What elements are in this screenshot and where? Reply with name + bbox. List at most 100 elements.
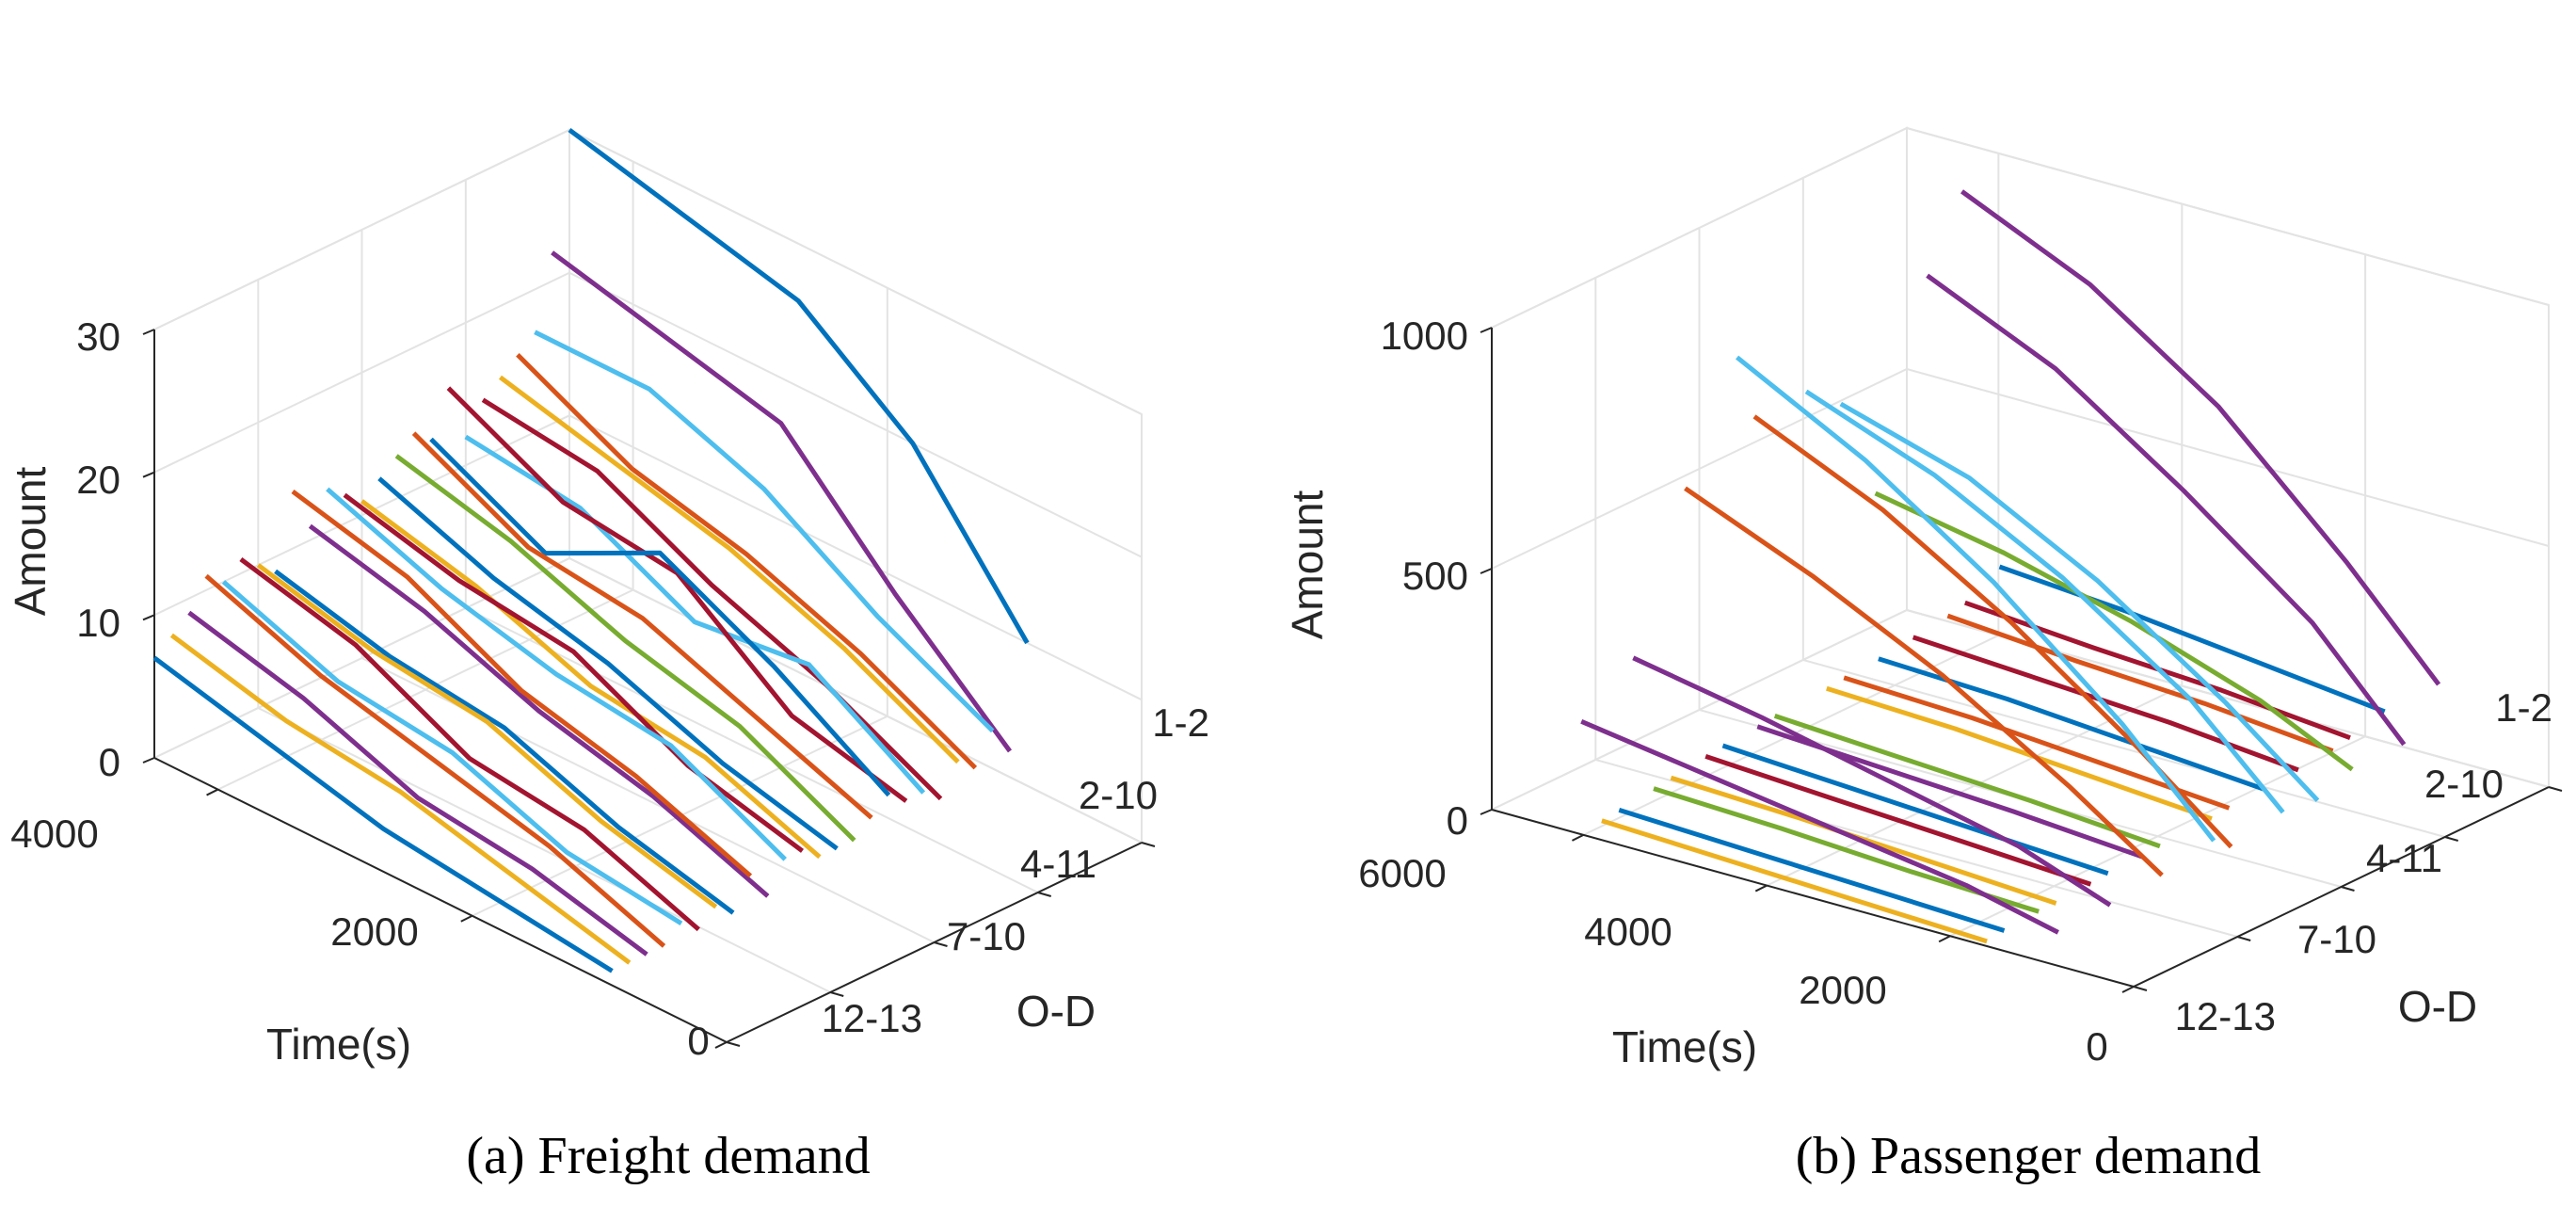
- freight-od-tick-label-3: 7-10: [947, 914, 1026, 958]
- passenger-time-grid-3: [2133, 305, 2550, 988]
- passenger-series-line-17: [1684, 486, 2164, 877]
- passenger-amount-tick-label-0: 0: [1447, 798, 1468, 843]
- passenger-axes: [1480, 327, 2563, 993]
- freight-time-axis: [153, 757, 728, 1043]
- passenger-od-tick-label-1: 2-10: [2424, 762, 2504, 806]
- passenger-od-grid-2: [1698, 228, 2342, 888]
- freight-od-tick-label-2: 4-11: [1020, 842, 1096, 886]
- passenger-series-line-7: [1912, 635, 2299, 773]
- passenger-od-tick-label-0: 1-2: [2495, 685, 2552, 730]
- freight-series-line-25: [152, 655, 614, 973]
- freight-od-tick-0: [1141, 842, 1156, 847]
- freight-time-tick-label-2: 0: [687, 1019, 709, 1063]
- freight-series-line-19: [256, 563, 718, 909]
- freight-series-line-14: [343, 492, 804, 853]
- passenger-od-axis-title: O-D: [2398, 982, 2477, 1031]
- freight-series-line-13: [360, 499, 822, 860]
- passenger-series-line-9: [1878, 656, 2264, 792]
- passenger-series-line-25: [1601, 818, 1988, 944]
- passenger-series-line-10: [1804, 389, 2285, 814]
- passenger-time-tick-0: [1571, 833, 1584, 842]
- passenger-caption: (b) Passenger demand: [1796, 1127, 2262, 1185]
- freight-amount-tick-label-3: 30: [76, 314, 120, 359]
- passenger-time-tick-2: [1938, 935, 1951, 943]
- passenger-series-line-14: [1736, 355, 2216, 843]
- freight-series-line-12: [377, 476, 839, 851]
- passenger-series: [1580, 189, 2441, 944]
- freight-panel: 0 10 20 30 4000 2000 0 1-2 2-10 4-11 7-10 12-13 Time…: [6, 127, 1209, 1185]
- passenger-series-line-1: [1960, 189, 2441, 686]
- freight-series-line-15: [326, 487, 787, 861]
- freight-od-tick-1: [1037, 892, 1052, 897]
- freight-amount-tick-2: [142, 471, 155, 478]
- passenger-amount-tick-label-1: 500: [1402, 554, 1468, 598]
- freight-od-tick-label-0: 1-2: [1152, 700, 1209, 745]
- passenger-time-axis: [1491, 809, 2135, 988]
- freight-amount-tick-3: [142, 329, 155, 335]
- passenger-od-tick-label-2: 4-11: [2366, 836, 2442, 880]
- freight-caption: (a) Freight demand: [466, 1127, 870, 1185]
- freight-labels: 0 10 20 30 4000 2000 0 1-2 2-10 4-11 7-10 12-13 Time…: [6, 314, 1209, 1069]
- passenger-series-line-19: [1704, 754, 2092, 887]
- freight-od-axis-title: O-D: [1016, 987, 1096, 1036]
- passenger-series-line-23: [1580, 718, 2059, 935]
- freight-series-line-24: [169, 633, 632, 965]
- freight-series-line-4: [516, 353, 978, 770]
- freight-time-axis-title: Time(s): [266, 1020, 411, 1069]
- passenger-od-tick-2: [2341, 886, 2355, 892]
- passenger-time-axis-title: Time(s): [1612, 1022, 1757, 1071]
- passenger-time-tick-label-3: 0: [2086, 1024, 2107, 1069]
- passenger-panel: 0 500 1000 6000 4000 2000 0 1-2 2-10 4-11 7-10 12-1…: [1283, 126, 2563, 1185]
- freight-series-line-3: [534, 330, 995, 733]
- passenger-time-tick-label-1: 4000: [1584, 909, 1672, 954]
- passenger-series-line-11: [1843, 675, 2231, 811]
- freight-amount-tick-1: [142, 614, 155, 621]
- passenger-od-tick-label-3: 7-10: [2297, 917, 2376, 961]
- passenger-od-grid-3: [1594, 278, 2238, 938]
- passenger-od-tick-label-4: 12-13: [2175, 994, 2276, 1038]
- freight-od-tick-label-4: 12-13: [822, 996, 922, 1040]
- freight-series-line-2: [551, 250, 1013, 753]
- passenger-od-tick-0: [2548, 786, 2563, 792]
- passenger-amount-grid-2: [1491, 126, 2550, 329]
- passenger-series-line-8: [1839, 401, 2320, 802]
- passenger-time-grid-2: [1949, 254, 2367, 938]
- freight-amount-grid-3: [153, 128, 1143, 415]
- freight-time-tick-label-1: 2000: [330, 909, 418, 954]
- freight-amount-tick-label-1: 10: [76, 601, 120, 645]
- freight-od-tick-label-1: 2-10: [1079, 773, 1158, 817]
- freight-amount-tick-label-2: 20: [76, 458, 120, 502]
- passenger-series-line-24: [1618, 808, 2006, 933]
- passenger-series-line-20: [1632, 655, 2112, 908]
- freight-time-tick-label-0: 4000: [10, 812, 98, 856]
- passenger-time-tick-label-0: 6000: [1358, 851, 1446, 895]
- freight-axes: [142, 329, 1156, 1049]
- passenger-series-line-12: [1826, 685, 2213, 822]
- passenger-series-line-2: [1998, 564, 2386, 715]
- passenger-series-line-15: [1773, 714, 2161, 849]
- freight-od-grid-0: [568, 130, 1143, 844]
- freight-amount-axis-title: Amount: [6, 467, 55, 617]
- freight-series-line-20: [239, 556, 700, 932]
- freight-series-line-23: [187, 610, 648, 957]
- passenger-amount-grid-1: [1491, 367, 2550, 570]
- freight-time-tick-2: [714, 1041, 728, 1049]
- passenger-od-tick-4: [2133, 986, 2148, 991]
- passenger-amount-axis-title: Amount: [1283, 490, 1332, 640]
- freight-time-tick-0: [206, 788, 219, 796]
- freight-amount-tick-label-0: 0: [99, 740, 120, 784]
- passenger-od-tick-3: [2236, 936, 2251, 941]
- freight-series-line-9: [429, 437, 891, 797]
- passenger-time-tick-1: [1754, 884, 1768, 892]
- passenger-series-line-5: [1946, 613, 2334, 753]
- freight-series-line-1: [568, 127, 1030, 645]
- freight-series-line-5: [499, 375, 960, 764]
- freight-od-grid-2: [360, 230, 935, 943]
- freight-od-tick-3: [829, 991, 844, 997]
- freight-amount-tick-0: [142, 757, 155, 764]
- freight-series: [152, 127, 1030, 973]
- freight-od-tick-4: [726, 1041, 741, 1047]
- passenger-series-line-3: [1926, 273, 2407, 747]
- freight-series-line-22: [204, 573, 666, 948]
